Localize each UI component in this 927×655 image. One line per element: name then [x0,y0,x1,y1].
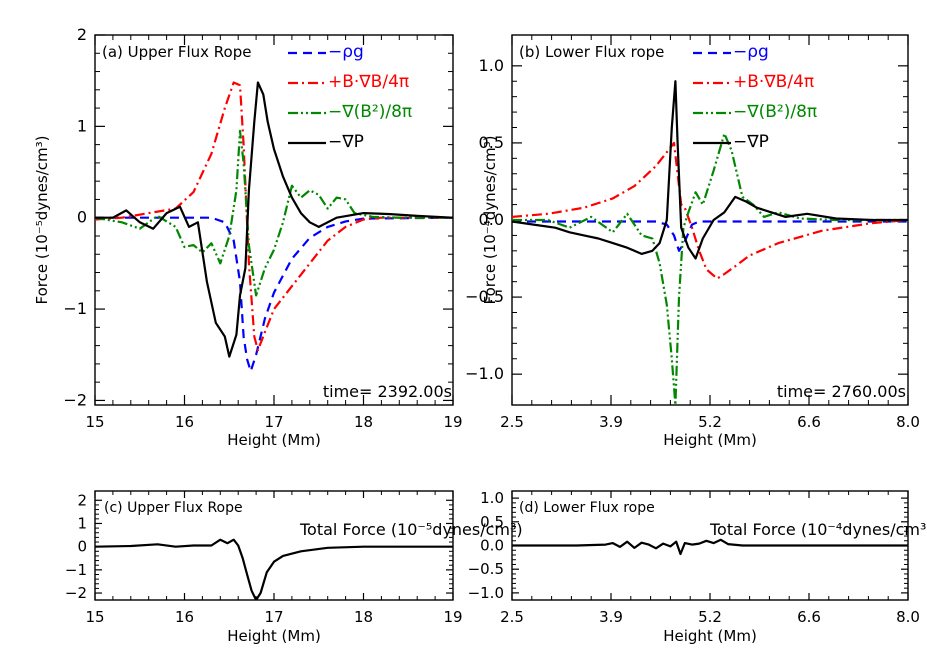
panel-c-xtick-label: 15 [85,608,104,626]
panel-b-xtick-label: 5.2 [698,413,722,431]
panel-d-ytick-label: 0.5 [480,513,504,531]
panel-b-ytick-label: 1.0 [479,56,504,75]
panel-d-ytick-label: −1.0 [468,584,504,602]
panel-d-xtick-label: 5.2 [698,608,722,626]
panel-a-xtick-label: 18 [354,413,373,431]
panel-a-series-0 [95,216,453,373]
panel-c-ytick-label: 2 [77,491,87,509]
panel-a-xtick-label: 19 [443,413,462,431]
panel-c-ytick-label: −1 [65,561,87,579]
panel-c-label: (c) Upper Flux Rope [104,500,243,516]
panel-a-xtick-label: 15 [85,413,104,431]
panel-d-ytick-label: −0.5 [468,560,504,578]
panel-c-xtick-label: 19 [443,608,462,626]
panel-c-total-force-label: Total Force (10⁻⁵dynes/cm³) [299,520,523,539]
panel-b-ylabel: Force (10⁻⁴dynes/cm³) [481,136,499,305]
panel-a-ytick-label: 1 [77,116,87,135]
panel-a-legend: −ρg +B·∇B/4π −∇(B²)/8π −∇P [288,42,412,152]
panel-a-legend-label-1: +B·∇B/4π [328,72,409,92]
panel-d: 2.5 3.9 5.2 6.6 8.0 −1.0 −0.5 0.0 0.5 1.0 (d) Low… [468,489,927,645]
panel-c-series-0 [95,538,453,600]
panel-b-time: time= 2760.00s [777,382,906,401]
panel-a-series-3 [95,81,453,358]
panel-a-legend-label-2: −∇(B²)/8π [328,102,412,122]
panel-b-legend-label-3: −∇P [733,132,769,152]
panel-a-xlabel: Height (Mm) [227,431,321,449]
panel-d-xtick-label: 2.5 [500,608,524,626]
panel-b-series-2 [512,132,908,405]
panel-c-xtick-label: 17 [264,608,283,626]
panel-b-ytick-label: 0.5 [479,133,504,152]
panel-b-xtick-label: 6.6 [797,413,821,431]
panel-a-ytick-label: −1 [63,299,87,318]
panel-b-label: (b) Lower Flux rope [519,43,664,61]
panel-b-xtick-label: 8.0 [896,413,920,431]
panel-c: 15 16 17 18 19 −2 −1 0 1 2 (c) Upper Flux Rope To… [65,490,523,645]
panel-a-series-2 [95,129,453,297]
panel-a-ytick-label: 0 [77,208,87,227]
panel-b-legend-label-0: −ρg [733,42,769,62]
panel-b-series-1 [512,141,908,280]
panel-b-series-3 [512,80,908,260]
panel-d-ytick-label: 1.0 [480,489,504,507]
panel-b-xtick-label: 2.5 [500,413,524,431]
panel-b-legend-label-2: −∇(B²)/8π [733,102,817,122]
panel-d-ytick-label: 0.0 [480,537,504,555]
panel-b-legend: −ρg +B·∇B/4π −∇(B²)/8π −∇P [693,42,817,152]
panel-c-ytick-label: 0 [77,538,87,556]
panel-d-xtick-label: 8.0 [896,608,920,626]
panel-d-total-force-label: Total Force (10⁻⁴dynes/cm³) [709,520,927,539]
panel-c-xtick-label: 18 [354,608,373,626]
panel-b-ytick-label: −0.5 [465,287,504,306]
panel-b-xlabel: Height (Mm) [663,431,757,449]
panel-a-ylabel: Force (10⁻⁵dynes/cm³) [33,136,51,305]
panel-a-series-1 [95,81,453,352]
panel-d-xlabel: Height (Mm) [663,627,757,645]
panel-a: 15 16 17 18 19 −2 −1 0 1 2 (a) Upper Flux Rope ti… [33,25,463,449]
panel-a-time: time= 2392.00s [323,382,452,401]
panel-a-legend-label-3: −∇P [328,132,364,152]
panel-b-ytick-label: −1.0 [465,364,504,383]
panel-a-xtick-label: 17 [264,413,283,431]
panel-d-label: (d) Lower Flux rope [519,500,655,516]
panel-d-series-0 [512,538,908,556]
panel-a-xtick-label: 16 [175,413,194,431]
panel-a-label: (a) Upper Flux Rope [102,43,251,61]
panel-c-ytick-label: −2 [65,584,87,602]
panel-a-ytick-label: 2 [77,25,87,44]
panel-b-legend-label-1: +B·∇B/4π [733,72,814,92]
panel-d-xtick-label: 6.6 [797,608,821,626]
panel-a-ytick-label: −2 [63,390,87,409]
panel-a-legend-label-0: −ρg [328,42,364,62]
panel-c-ytick-label: 1 [77,514,87,532]
panel-c-xtick-label: 16 [175,608,194,626]
panel-b: 2.5 3.9 5.2 6.6 8.0 −1.0 −0.5 0.0 0.5 1.0 (b) Low… [465,34,920,449]
panel-d-xtick-label: 3.9 [599,608,623,626]
panel-b-xtick-label: 3.9 [599,413,623,431]
panel-b-series-0 [512,220,908,252]
panel-b-ytick-label: 0.0 [479,210,504,229]
panel-c-xlabel: Height (Mm) [227,627,321,645]
